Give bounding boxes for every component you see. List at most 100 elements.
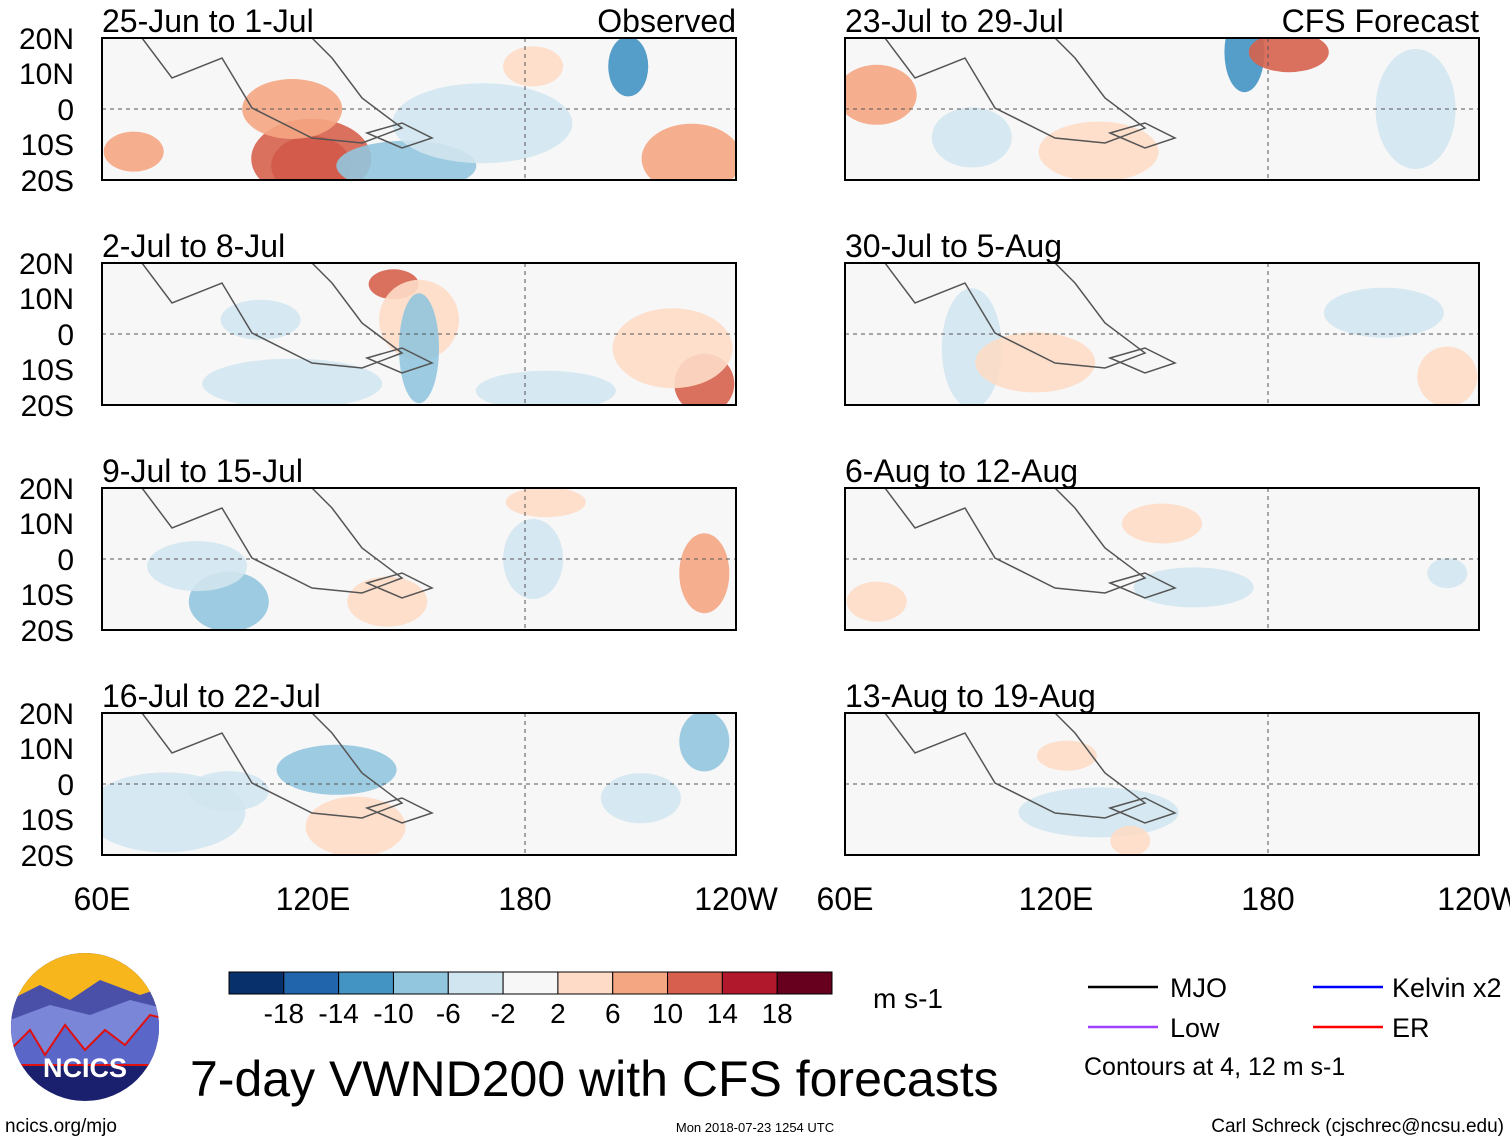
anomaly-shading — [975, 332, 1096, 393]
lon-label: 180 — [1241, 881, 1294, 917]
lat-label: 20S — [21, 390, 74, 423]
anomaly-shading — [1323, 287, 1444, 338]
anomaly-shading — [202, 358, 383, 405]
anomaly-shading — [276, 744, 397, 795]
anomaly-shading — [641, 123, 736, 180]
anomaly-shading — [1036, 740, 1097, 771]
panel-frame — [101, 37, 737, 181]
anomaly-shading — [505, 488, 586, 518]
units-label: m s-1 — [873, 983, 943, 1014]
anomaly-shading — [503, 46, 564, 87]
panel-frame — [844, 37, 1480, 181]
panel-title: 25-Jun to 1-Jul — [102, 3, 314, 39]
footer-author: Carl Schreck (cjschrec@ncsu.edu) — [1211, 1116, 1504, 1137]
map-panel: 23-Jul to 29-Jul CFS Forecast — [844, 3, 1480, 181]
lat-label: 20S — [21, 615, 74, 648]
anomaly-shading — [1038, 121, 1159, 180]
anomaly-shading — [1248, 38, 1329, 73]
panel-title: 16-Jul to 22-Jul — [102, 678, 321, 714]
map-panel: 6-Aug to 12-Aug — [844, 453, 1480, 631]
coastline — [364, 797, 434, 824]
legend-label: ER — [1392, 1013, 1430, 1043]
lat-label: 10N — [19, 508, 74, 541]
anomaly-shading — [147, 541, 248, 592]
colorbar-swatch — [721, 971, 778, 995]
lat-label: 10N — [19, 283, 74, 316]
anomaly-shading — [845, 64, 917, 125]
lon-axis-left: 60E 120E 180 120W — [74, 881, 779, 917]
anomaly-shading — [846, 581, 907, 622]
colorbar-swatch — [667, 971, 723, 995]
colorbar-swatch — [392, 971, 449, 995]
lon-label: 120E — [1019, 881, 1094, 917]
lat-label: 20N — [19, 23, 74, 56]
coastline — [141, 38, 404, 144]
svg-text:NCICS: NCICS — [43, 1053, 127, 1083]
lat-label: 10S — [21, 804, 74, 837]
lat-label: 20S — [21, 165, 74, 198]
panel-title: 2-Jul to 8-Jul — [102, 228, 285, 264]
colorbar-tick-label: -2 — [491, 998, 516, 1029]
ncics-logo: NCICS — [11, 953, 159, 1101]
anomaly-shading — [399, 293, 439, 404]
anomaly-shading — [242, 79, 343, 139]
coastline — [1107, 797, 1177, 824]
map-panel: 13-Aug to 19-Aug — [844, 678, 1480, 856]
anomaly-shading — [1110, 825, 1151, 855]
coastline — [1107, 347, 1177, 374]
footer-url[interactable]: ncics.org/mjo — [5, 1116, 117, 1137]
colorbar-tick-label: 10 — [652, 998, 683, 1029]
lon-label: 60E — [74, 881, 131, 917]
anomaly-shading — [188, 771, 269, 812]
panel-frame — [844, 712, 1480, 856]
panel-title: 9-Jul to 15-Jul — [102, 453, 303, 489]
legend: MJO Kelvin x2 Low ER Contours at 4, 12 m… — [1084, 973, 1502, 1081]
lat-label: 10S — [21, 354, 74, 387]
colorbar-swatch — [283, 971, 340, 995]
lon-label: 120E — [276, 881, 351, 917]
legend-label: MJO — [1170, 973, 1227, 1003]
coastline — [141, 488, 404, 594]
lat-label: 20N — [19, 473, 74, 506]
lat-label: 0 — [57, 544, 74, 577]
panel-frame — [101, 487, 737, 631]
colorbar-tick-label: -14 — [318, 998, 358, 1029]
figure-title: 7-day VWND200 with CFS forecasts — [190, 1051, 999, 1107]
colorbar-swatch — [557, 971, 614, 995]
legend-label: Kelvin x2 — [1392, 973, 1502, 1003]
anomaly-shading — [612, 308, 733, 389]
anomaly-shading — [347, 576, 428, 627]
colorbar-tick-label: 2 — [550, 998, 566, 1029]
anomaly-shading — [1122, 503, 1202, 544]
anomaly-shading — [475, 370, 616, 405]
lon-label: 180 — [498, 881, 551, 917]
anomaly-shading — [1133, 567, 1254, 608]
lat-label: 10N — [19, 58, 74, 91]
coastline — [364, 572, 434, 599]
colorbar-tick-label: 18 — [762, 998, 793, 1029]
panel-title: 23-Jul to 29-Jul — [845, 3, 1064, 39]
colorbar-swatch — [447, 971, 504, 995]
colorbar-swatch — [612, 971, 669, 995]
anomaly-shading — [608, 38, 649, 97]
contour-note: Contours at 4, 12 m s-1 — [1084, 1053, 1345, 1081]
colorbar-tick-label: -10 — [373, 998, 413, 1029]
footer-timestamp: Mon 2018-07-23 1254 UTC — [676, 1120, 834, 1135]
lon-label: 60E — [817, 881, 874, 917]
colorbar-swatch — [338, 971, 394, 995]
coastline — [141, 713, 404, 819]
coastline — [884, 38, 1147, 144]
coastline — [884, 713, 1147, 819]
anomaly-shading — [679, 533, 730, 614]
lat-label: 20S — [21, 840, 74, 873]
lon-label: 120W — [1437, 881, 1510, 917]
anomaly-shading — [220, 299, 301, 340]
colorbar-swatch — [776, 971, 833, 995]
lat-label: 10S — [21, 579, 74, 612]
colorbar-tick-label: 14 — [707, 998, 738, 1029]
lat-label: 0 — [57, 769, 74, 802]
colorbar-swatch — [502, 971, 559, 995]
anomaly-shading — [1427, 558, 1468, 589]
